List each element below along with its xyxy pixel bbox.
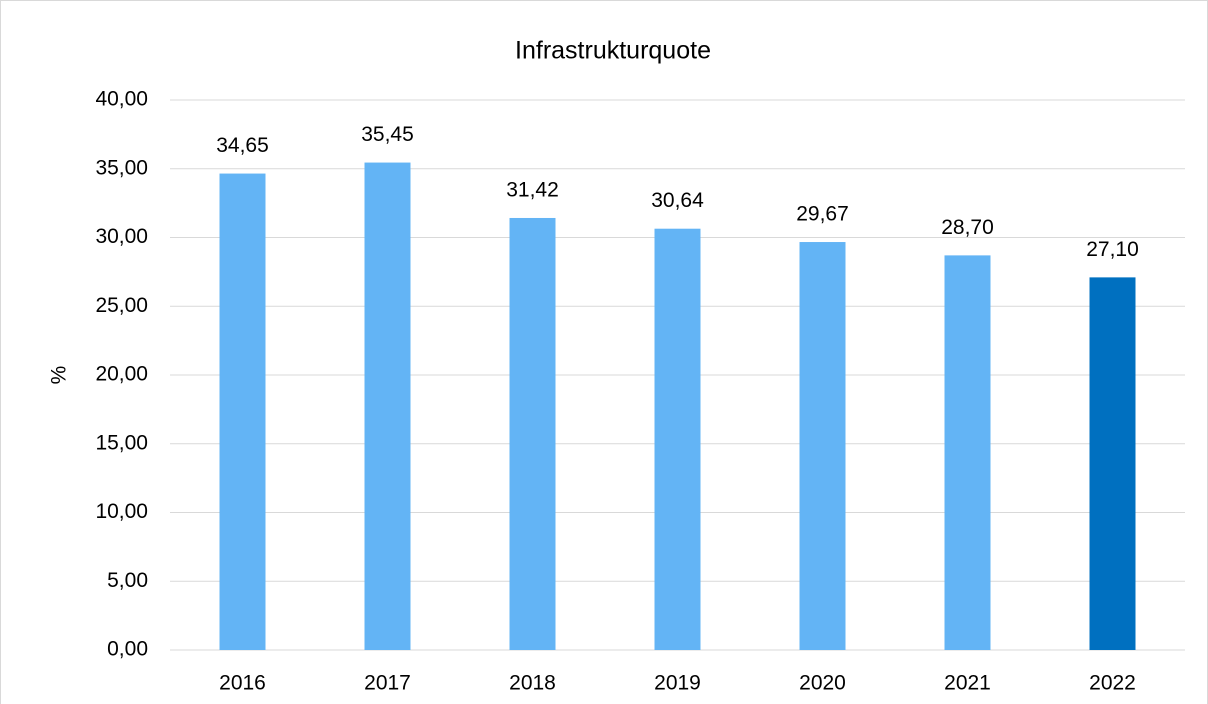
y-tick-label: 30,00 [95, 225, 148, 248]
x-tick-label: 2021 [944, 672, 991, 695]
y-tick-label: 35,00 [95, 156, 148, 179]
y-tick-label: 40,00 [95, 88, 148, 111]
x-tick-label: 2016 [219, 672, 266, 695]
y-tick-label: 10,00 [95, 500, 148, 523]
y-tick-label: 0,00 [107, 638, 148, 661]
chart-title: Infrastrukturquote [515, 37, 711, 65]
data-label: 29,67 [796, 203, 849, 226]
bar [944, 255, 991, 650]
y-tick-label: 20,00 [95, 363, 148, 386]
bar [509, 217, 556, 650]
x-tick-label: 2019 [654, 672, 701, 695]
y-axis-label: % [48, 366, 71, 385]
data-label: 30,64 [651, 189, 704, 212]
x-tick-label: 2022 [1089, 672, 1136, 695]
x-tick-label: 2018 [509, 672, 556, 695]
y-tick-label: 25,00 [95, 294, 148, 317]
y-tick-label: 5,00 [107, 569, 148, 592]
bar [654, 228, 701, 650]
data-label: 31,42 [506, 179, 559, 202]
bar [364, 162, 411, 650]
data-label: 34,65 [216, 134, 269, 157]
x-tick-label: 2020 [799, 672, 846, 695]
x-tick-label: 2017 [364, 672, 411, 695]
data-label: 35,45 [361, 123, 414, 146]
bar [219, 173, 266, 650]
data-label: 27,10 [1086, 238, 1139, 261]
y-tick-label: 15,00 [95, 431, 148, 454]
bar [1089, 277, 1136, 650]
data-label: 28,70 [941, 216, 994, 239]
bar [799, 242, 846, 650]
